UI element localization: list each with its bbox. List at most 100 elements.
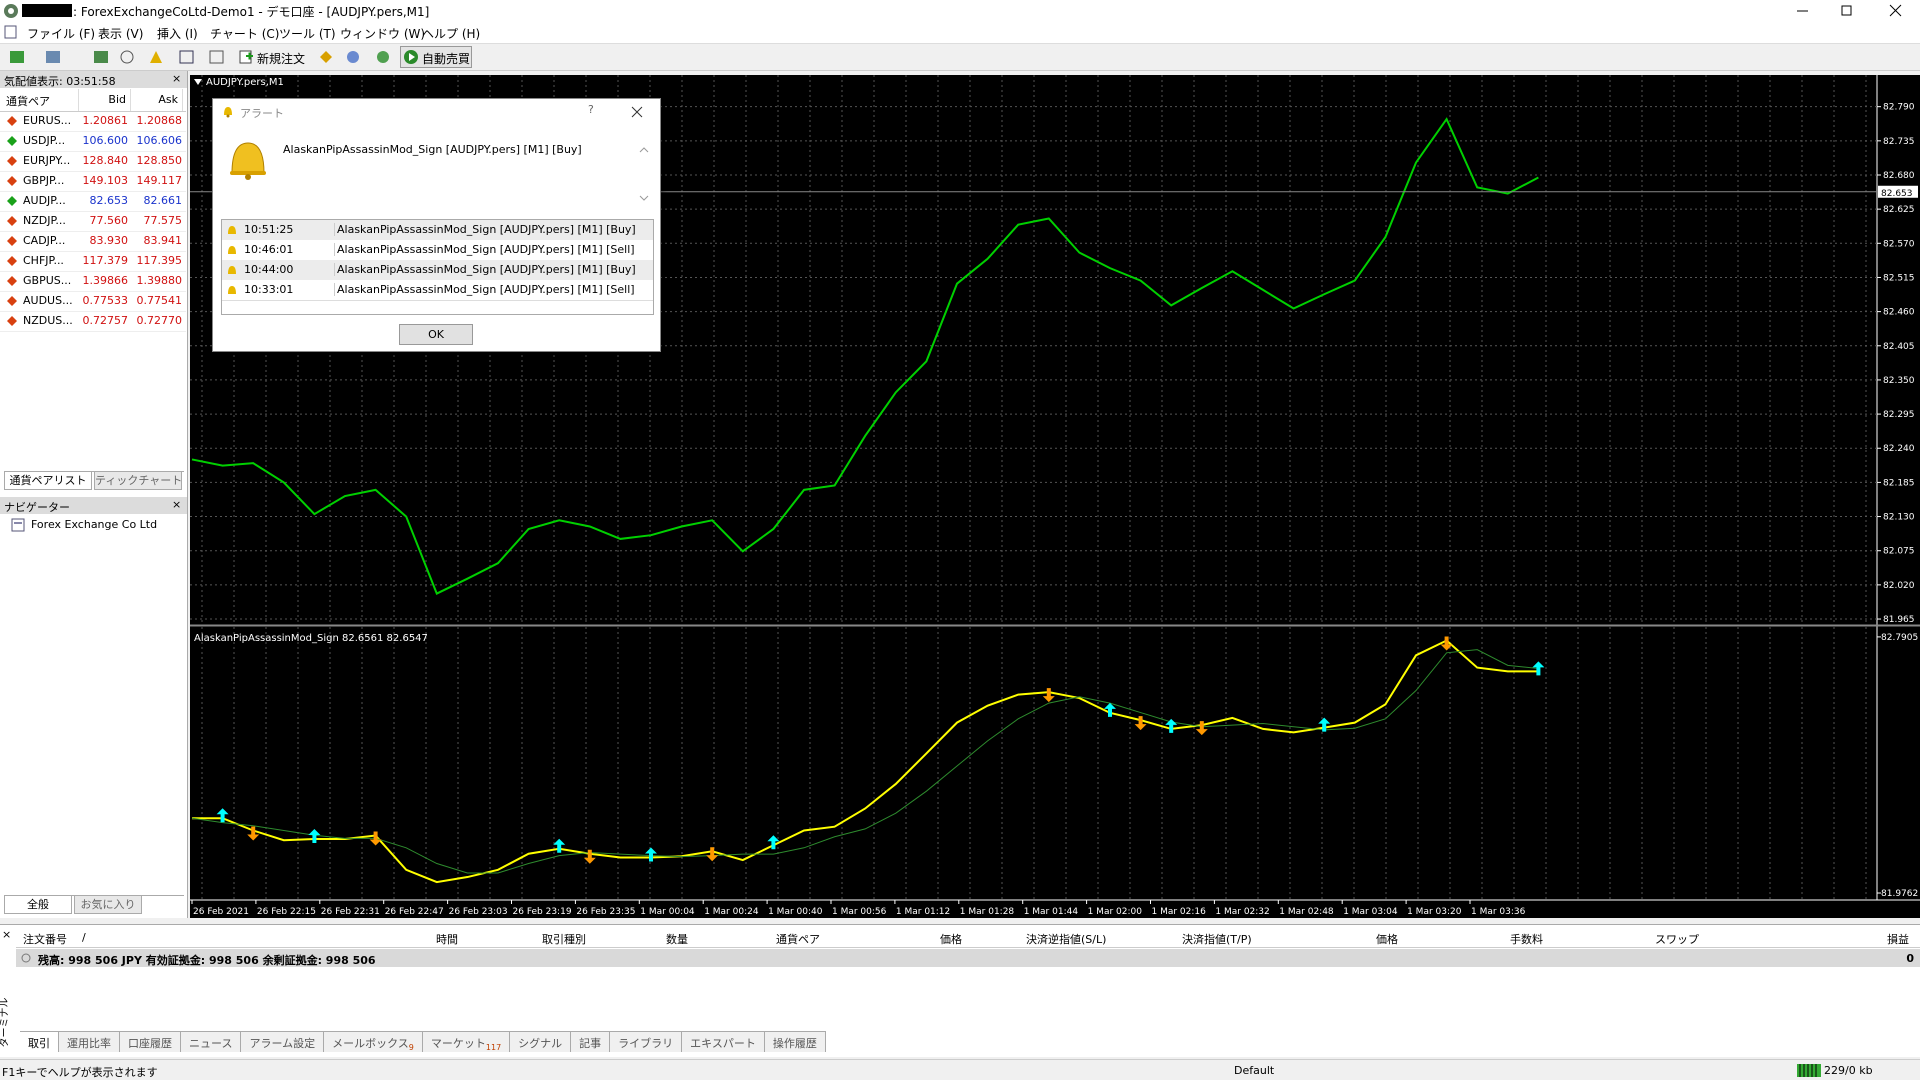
trend-icon (7, 196, 17, 206)
bid: 0.72757 (82, 314, 129, 327)
tab[interactable]: 全般 (4, 896, 72, 914)
terminal-tab[interactable]: 運用比率 (59, 1032, 120, 1052)
y-tick-label: 82.515 (1883, 273, 1915, 283)
balance-icon (21, 953, 31, 963)
navigator-title: ナビゲーター (4, 501, 70, 514)
tab[interactable]: ティックチャート (94, 472, 182, 490)
trend-diamond (7, 136, 17, 146)
column-label: 通貨ペア (6, 95, 50, 108)
broker-icon (11, 518, 25, 532)
toolbar-icons-2[interactable] (318, 49, 418, 65)
terminal-tab[interactable]: 口座履歴 (120, 1032, 181, 1052)
bid: 1.20861 (82, 114, 129, 127)
new-order-icon (239, 50, 253, 64)
quote-row[interactable]: GBPUS... 1.39866 1.39880 (0, 271, 186, 292)
menu-item[interactable]: 挿入 (I) (157, 27, 198, 41)
buy-arrow (216, 808, 229, 823)
y-tick-label: 82.185 (1883, 478, 1915, 488)
tab-label: ライブラリ (618, 1037, 674, 1050)
menu-item[interactable]: ヘルプ (H) (422, 27, 481, 41)
symbol: NZDJP... (23, 214, 66, 227)
log-row[interactable]: 10:44:00 AlaskanPipAssassinMod_Sign [AUDJ… (222, 260, 653, 281)
x-tick-label: 1 Mar 02:48 (1279, 907, 1334, 917)
terminal-tab[interactable]: 取引 (20, 1032, 59, 1052)
market-watch-table: 通貨ペア Bid Ask EURUS... 1.20861 1.20868 USDJP...… (0, 89, 187, 469)
symbol: EURUS... (23, 114, 72, 127)
terminal-tab[interactable]: ニュース (181, 1032, 242, 1052)
quote-row[interactable]: GBPJP... 149.103 149.117 (0, 171, 186, 192)
traffic-icon (1797, 1064, 1821, 1077)
close-icon[interactable]: × (172, 72, 182, 85)
column-header: 通貨ペア (776, 933, 820, 946)
menu-item[interactable]: ファイル (F) (27, 27, 96, 41)
menu-bar: ファイル (F) 表示 (V) 挿入 (I) チャート (C) ツール (T) ウィンドウ… (0, 21, 1920, 44)
menu-item[interactable]: ツール (T) (279, 27, 336, 41)
quote-row[interactable]: AUDUS... 0.77533 0.77541 (0, 291, 186, 312)
terminal-header: 注文番号 時間 取引種別 数量 通貨ペア 価格 決済逆指値(S/L) 決済指値(T/P) 価格 手… (16, 927, 1920, 948)
ask: 83.941 (143, 234, 183, 247)
y-tick-label: 82.625 (1883, 205, 1915, 215)
close-button[interactable] (631, 106, 643, 118)
quote-row[interactable]: AUDJP... 82.653 82.661 (0, 191, 186, 212)
bell-icon (228, 266, 236, 274)
new-order-button[interactable]: 新規注文 (257, 52, 306, 66)
x-tick-label: 1 Mar 00:24 (704, 907, 759, 917)
terminal-tab[interactable]: 記事 (571, 1032, 611, 1052)
tab[interactable]: 通貨ペアリスト (4, 472, 92, 490)
menu-item[interactable]: 表示 (V) (98, 27, 144, 41)
log-row[interactable]: 10:33:01 AlaskanPipAssassinMod_Sign [AUDJ… (222, 280, 653, 301)
close-icon[interactable]: × (172, 498, 182, 511)
column-header: Ask (130, 89, 183, 111)
log-row[interactable]: 10:46:01 AlaskanPipAssassinMod_Sign [AUDJ… (222, 240, 653, 261)
terminal-tab[interactable]: シグナル (510, 1032, 572, 1052)
trend-diamond (7, 156, 17, 166)
auto-trading-button[interactable]: 自動売買 (400, 46, 472, 68)
window-controls[interactable] (1780, 0, 1920, 21)
trend-icon (7, 316, 17, 326)
quote-row[interactable]: EURUS... 1.20861 1.20868 (0, 111, 186, 132)
symbol: CADJP... (23, 234, 66, 247)
quote-row[interactable]: NZDUS... 0.72757 0.72770 (0, 311, 186, 332)
terminal-tab[interactable]: 操作履歴 (764, 1032, 826, 1052)
log-row[interactable]: 10:51:25 AlaskanPipAssassinMod_Sign [AUDJ… (222, 220, 653, 241)
menu-item[interactable]: ウィンドウ (W) (340, 27, 426, 41)
alert-dialog: アラート ? AlaskanPipAssassinMod_Sign [AUDJP… (212, 98, 661, 352)
trend-icon (7, 116, 17, 126)
bell-large-icon (230, 142, 266, 180)
table-header: 通貨ペア Bid Ask (0, 89, 186, 112)
quote-row[interactable]: CHFJP... 117.379 117.395 (0, 251, 186, 272)
toolbar-icons[interactable] (6, 48, 236, 66)
y-tick-label: 82.405 (1883, 342, 1915, 352)
quote-row[interactable]: EURJPY... 128.840 128.850 (0, 151, 186, 172)
terminal-tab[interactable]: メールボックス9 (324, 1032, 423, 1052)
tab[interactable]: お気に入り (74, 896, 142, 914)
help-button[interactable]: ? (588, 103, 594, 116)
terminal-tab[interactable]: アラーム設定 (241, 1032, 325, 1052)
tab-label: メールボックス (332, 1037, 409, 1050)
symbol: CHFJP... (23, 254, 64, 267)
quote-row[interactable]: NZDJP... 77.560 77.575 (0, 211, 186, 232)
symbol: GBPJP... (23, 174, 65, 187)
quote-row[interactable]: USDJP... 106.600 106.606 (0, 131, 186, 152)
y-tick-label: 82.295 (1883, 410, 1915, 420)
x-tick-label: 1 Mar 00:04 (640, 907, 695, 917)
current-price-label: 82.653 (1881, 189, 1913, 199)
ok-button[interactable]: OK (399, 324, 473, 345)
quote-row[interactable]: CADJP... 83.930 83.941 (0, 231, 186, 252)
x-tick-label: 26 Feb 22:31 (321, 907, 380, 917)
terminal-tab[interactable]: エキスパート (682, 1032, 765, 1052)
indicator-title: AlaskanPipAssassinMod_Sign 82.6561 82.65… (194, 633, 428, 644)
symbol: EURJPY... (23, 154, 71, 167)
navigator-tabs: 全般 お気に入り (4, 895, 184, 915)
close-icon[interactable]: × (2, 928, 12, 941)
terminal-tab[interactable]: ライブラリ (610, 1032, 683, 1052)
menu-item[interactable]: チャート (C) (210, 27, 280, 41)
navigator-item[interactable]: Forex Exchange Co Ltd (31, 518, 158, 531)
bell-icon (228, 286, 236, 294)
terminal-tab[interactable]: マーケット117 (422, 1032, 511, 1052)
buy-arrow (553, 838, 566, 853)
alert-message: AlaskanPipAssassinMod_Sign [AUDJPY.pers]… (283, 143, 582, 156)
ask: 106.606 (136, 134, 183, 147)
log-message: AlaskanPipAssassinMod_Sign [AUDJPY.pers]… (334, 283, 635, 296)
scroll-arrows[interactable] (638, 144, 650, 204)
